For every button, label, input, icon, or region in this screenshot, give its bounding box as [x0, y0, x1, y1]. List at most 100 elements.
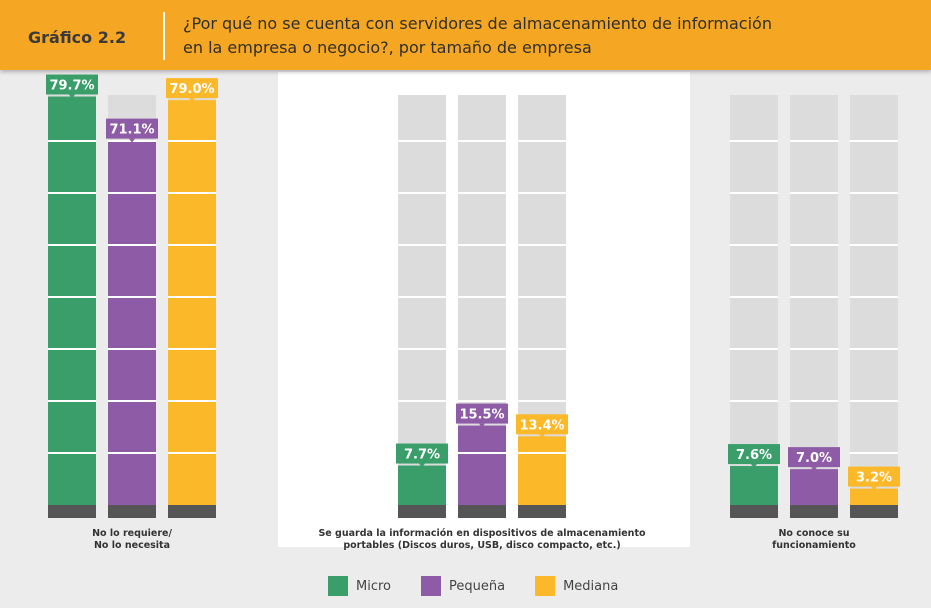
- segment-gap: [730, 296, 778, 298]
- value-label: 7.6%: [736, 448, 772, 463]
- bar-base: [850, 505, 898, 518]
- segment-gap: [398, 296, 446, 298]
- segment-gap: [850, 452, 898, 454]
- value-label-box: [788, 447, 840, 468]
- bar: [790, 469, 838, 505]
- segment-gap: [168, 400, 216, 402]
- segment-gap: [518, 296, 566, 298]
- header: Gráfico 2.2 ¿Por qué no se cuenta con se…: [0, 0, 931, 70]
- segment-gap: [168, 192, 216, 194]
- value-label-box: [166, 78, 218, 99]
- value-label-box: [106, 118, 158, 139]
- value-label-pointer: [539, 434, 545, 439]
- legend-label: Mediana: [563, 579, 618, 594]
- segment-gap: [48, 400, 96, 402]
- segment-gap: [850, 348, 898, 350]
- segment-gap: [398, 192, 446, 194]
- chart-label: Gráfico 2.2: [28, 28, 127, 47]
- value-label: 7.0%: [796, 451, 832, 466]
- segment-gap: [458, 296, 506, 298]
- category-label: No conoce su funcionamiento: [772, 528, 856, 551]
- segment-gap: [850, 244, 898, 246]
- value-label-box: [396, 443, 448, 464]
- segment-gap: [398, 400, 446, 402]
- value-label-pointer: [811, 467, 817, 472]
- segment-gap: [850, 296, 898, 298]
- segment-gap: [108, 400, 156, 402]
- value-label-pointer: [751, 464, 757, 469]
- value-label-box: [456, 403, 508, 424]
- legend-swatch: [535, 576, 556, 596]
- value-label-pointer: [871, 486, 877, 491]
- bar-base: [398, 505, 446, 518]
- segment-gap: [458, 400, 506, 402]
- segment-gap: [730, 348, 778, 350]
- segment-gap: [790, 296, 838, 298]
- segment-gap: [790, 244, 838, 246]
- bar-base: [790, 505, 838, 518]
- bar: [398, 465, 446, 505]
- segment-gap: [108, 192, 156, 194]
- segment-gap: [518, 400, 566, 402]
- bar-background: [790, 95, 838, 505]
- value-label: 79.0%: [169, 82, 214, 97]
- segment-gap: [108, 452, 156, 454]
- segment-gap: [790, 192, 838, 194]
- value-label: 3.2%: [856, 471, 892, 486]
- bar-background: [730, 95, 778, 505]
- segment-gap: [108, 296, 156, 298]
- segment-gap: [518, 244, 566, 246]
- value-label: 15.5%: [459, 408, 504, 423]
- bar: [108, 140, 156, 506]
- bar: [850, 488, 898, 505]
- legend-swatch: [328, 576, 348, 596]
- segment-gap: [458, 452, 506, 454]
- segment-gap: [108, 348, 156, 350]
- segment-gap: [518, 452, 566, 454]
- segment-gap: [790, 400, 838, 402]
- segment-gap: [48, 244, 96, 246]
- chart-title: ¿Por qué no se cuenta con servidores de …: [183, 14, 772, 57]
- category-label: No lo requiere/ No lo necesita: [92, 528, 172, 551]
- segment-gap: [458, 348, 506, 350]
- value-label-pointer: [129, 138, 135, 143]
- segment-gap: [48, 192, 96, 194]
- segment-gap: [730, 192, 778, 194]
- bar-base: [168, 505, 216, 518]
- segment-gap: [168, 452, 216, 454]
- segment-gap: [730, 140, 778, 142]
- value-label-pointer: [479, 423, 485, 428]
- segment-gap: [108, 244, 156, 246]
- segment-gap: [850, 140, 898, 142]
- segment-gap: [48, 348, 96, 350]
- segment-gap: [458, 244, 506, 246]
- value-label: 71.1%: [109, 123, 154, 138]
- bar-base: [48, 505, 96, 518]
- segment-gap: [398, 348, 446, 350]
- bar: [518, 436, 566, 505]
- bar-background: [850, 95, 898, 505]
- segment-gap: [790, 140, 838, 142]
- segment-gap: [398, 244, 446, 246]
- segment-gap: [168, 348, 216, 350]
- value-label: 79.7%: [49, 79, 94, 94]
- bar: [730, 466, 778, 505]
- segment-gap: [730, 400, 778, 402]
- divider: [163, 12, 165, 60]
- bar-background: [398, 95, 446, 505]
- segment-gap: [518, 348, 566, 350]
- segment-gap: [518, 192, 566, 194]
- bar: [168, 100, 216, 505]
- value-label-box: [728, 444, 780, 465]
- value-label: 7.7%: [404, 448, 440, 463]
- bar-base: [518, 505, 566, 518]
- segment-gap: [168, 296, 216, 298]
- segment-gap: [730, 244, 778, 246]
- bar: [458, 425, 506, 505]
- legend-label: Micro: [356, 579, 391, 594]
- value-label-pointer: [69, 94, 75, 99]
- value-label-box: [516, 414, 568, 435]
- segment-gap: [850, 192, 898, 194]
